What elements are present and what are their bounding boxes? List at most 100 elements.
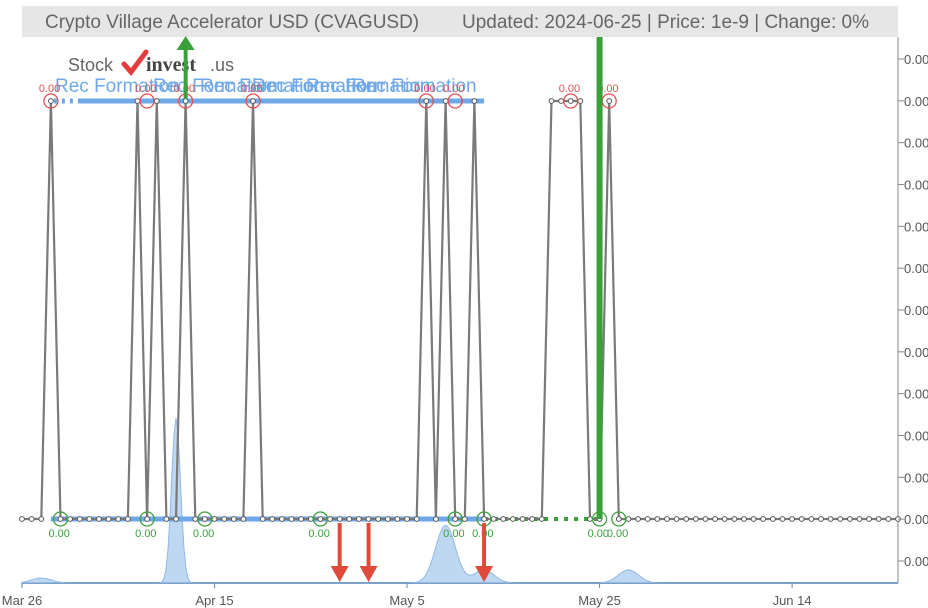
- price-point: [173, 516, 179, 522]
- stockinvest-logo: Stock invest .us: [68, 49, 234, 76]
- price-point: [404, 516, 411, 522]
- y-tick-label: 0.00: [904, 136, 928, 151]
- price-point: [712, 516, 718, 522]
- price-point: [125, 516, 131, 522]
- y-tick-label: 0.00: [904, 261, 928, 276]
- price-point: [818, 516, 824, 522]
- x-tick-label: Mar 26: [2, 593, 42, 608]
- low-marker-label: 0.00: [607, 528, 628, 540]
- low-marker: [139, 511, 155, 527]
- high-marker-label: 0.00: [443, 83, 464, 95]
- y-tick-label: 0.00: [904, 52, 928, 67]
- price-point: [731, 516, 738, 522]
- price-point: [394, 516, 401, 522]
- low-marker-label: 0.00: [49, 528, 70, 540]
- price-point: [452, 516, 459, 522]
- price-point: [741, 516, 747, 522]
- high-marker-label: 0.00: [39, 83, 60, 95]
- price-point: [182, 98, 189, 104]
- x-tick-label: Apr 15: [195, 593, 233, 608]
- high-marker: [418, 93, 434, 109]
- axis-ticks-layer: 0.00 0.00 0.00 0.00 0.00 0.00 0.00 0.00 0.00 0.00…: [2, 52, 928, 608]
- price-point: [259, 516, 266, 522]
- price-point: [683, 516, 690, 522]
- y-tick-label: 0.00: [904, 219, 928, 234]
- price-point: [548, 98, 555, 104]
- price-point: [635, 516, 641, 522]
- price-point: [38, 516, 45, 522]
- price-point: [750, 516, 757, 522]
- price-point: [105, 516, 112, 522]
- price-point: [606, 98, 613, 104]
- price-point: [654, 516, 661, 522]
- resistance-label: Rec Formation: [252, 76, 377, 97]
- price-point: [577, 98, 584, 104]
- price-point: [558, 98, 564, 104]
- x-tick-label: Jun 14: [773, 593, 812, 608]
- y-tick-label: 0.00: [904, 429, 928, 444]
- price-point: [789, 516, 795, 522]
- price-point: [115, 516, 122, 522]
- volume-layer: [21, 417, 898, 584]
- price-point: [673, 516, 680, 522]
- price-point: [336, 516, 343, 522]
- sell-signal-arrow: [359, 566, 378, 582]
- price-point: [384, 516, 391, 522]
- price-point: [19, 516, 25, 522]
- price-point: [721, 516, 728, 522]
- price-point: [346, 516, 353, 522]
- buy-signal-arrow: [176, 36, 195, 50]
- price-point: [76, 516, 83, 522]
- high-marker-label: 0.00: [414, 83, 435, 95]
- y-tick-label: 0.00: [904, 303, 928, 318]
- high-marker: [139, 93, 155, 109]
- price-point: [644, 516, 651, 522]
- high-marker-label: 0.00: [241, 83, 262, 95]
- price-point: [692, 516, 699, 522]
- price-point: [153, 98, 160, 104]
- price-point: [702, 516, 709, 522]
- logo-text-invest: invest: [146, 54, 196, 76]
- x-tick-label: May 5: [389, 593, 424, 608]
- price-point: [779, 516, 786, 522]
- price-point: [433, 516, 439, 522]
- chart-title: Crypto Village Accelerator USD (CVAGUSD): [45, 12, 419, 33]
- logo-text-stock: Stock: [68, 55, 114, 75]
- price-point: [202, 516, 208, 522]
- price-point: [288, 516, 295, 522]
- price-point: [847, 516, 853, 522]
- signals-layer: [176, 36, 603, 582]
- price-point: [356, 516, 362, 522]
- title-bar: [22, 6, 898, 37]
- price-point: [221, 516, 228, 522]
- price-point: [500, 516, 507, 522]
- resistance-label: Rec Formation: [306, 76, 431, 97]
- price-point: [885, 516, 892, 522]
- high-marker-label: 0.00: [559, 83, 580, 95]
- price-point: [856, 516, 863, 522]
- price-point: [808, 516, 815, 522]
- y-tick-label: 0.00: [904, 512, 928, 527]
- price-point: [317, 516, 324, 522]
- price-point: [327, 516, 333, 522]
- price-point: [144, 516, 151, 522]
- resistance-label: Rec Formation: [200, 76, 325, 97]
- price-point: [28, 516, 35, 522]
- y-tick-label: 0.00: [904, 554, 928, 569]
- price-point: [375, 516, 382, 522]
- price-point: [519, 516, 526, 522]
- price-point: [866, 516, 872, 522]
- price-point: [269, 516, 276, 522]
- y-tick-label: 0.00: [904, 94, 928, 109]
- chart-meta: Updated: 2024-06-25 | Price: 1e-9 | Chan…: [462, 12, 869, 33]
- price-point: [442, 98, 449, 104]
- price-point: [760, 516, 767, 522]
- price-point: [298, 516, 305, 522]
- high-marker: [563, 93, 579, 109]
- y-tick-label: 0.00: [904, 345, 928, 360]
- low-marker-label: 0.00: [308, 528, 329, 540]
- price-point: [490, 516, 497, 522]
- low-marker: [197, 511, 213, 527]
